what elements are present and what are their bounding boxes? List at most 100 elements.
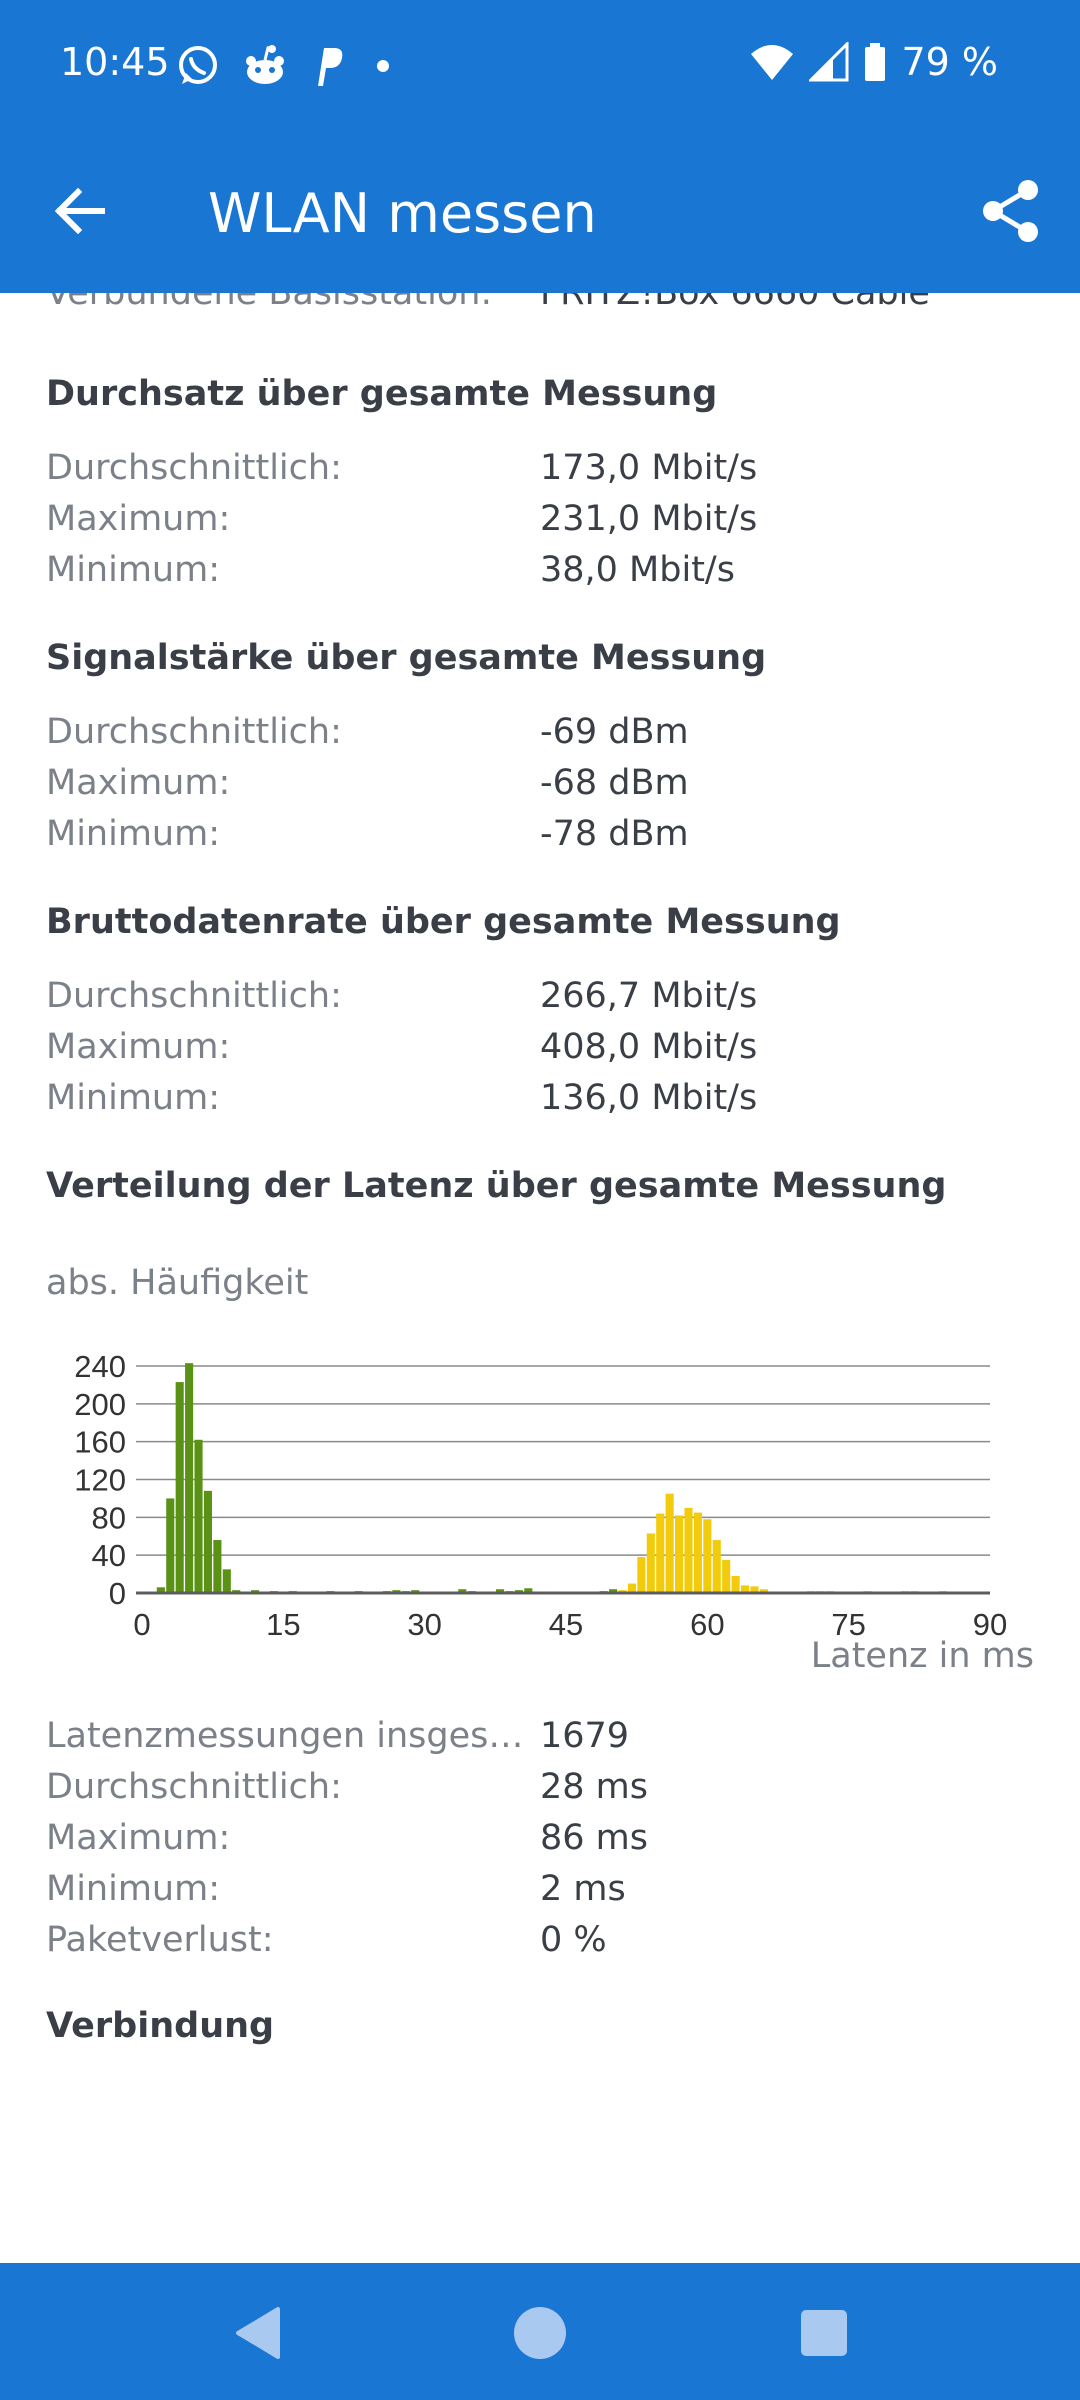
row-value: 38,0 Mbit/s (540, 550, 735, 590)
arrow-left-icon[interactable] (46, 176, 116, 246)
histogram-bar (627, 1583, 637, 1593)
histogram-bar (646, 1533, 655, 1593)
row-label: Minimum: (46, 1078, 220, 1118)
y-tick-label: 120 (74, 1463, 126, 1498)
histogram-bar (675, 1515, 684, 1593)
y-tick-label: 80 (92, 1500, 126, 1535)
row-value: FRITZ!Box 6660 Cable (540, 293, 930, 313)
latenz-stats-row: Minimum: 2 ms (46, 1869, 1036, 1919)
row-label: Minimum: (46, 1869, 220, 1909)
row-value: -78 dBm (540, 814, 689, 854)
share-icon[interactable] (976, 176, 1046, 246)
notification-icons (176, 44, 398, 88)
status-time: 10:45 (60, 40, 170, 84)
recents-square-icon[interactable] (794, 2303, 854, 2363)
latenz-stats-row: Maximum: 86 ms (46, 1818, 1036, 1868)
row-label: Verbundene Basisstation: (46, 293, 493, 313)
page-title: WLAN messen (208, 182, 597, 245)
x-tick-label: 45 (549, 1607, 583, 1642)
histogram-bar (740, 1585, 750, 1593)
durchsatz-row: Maximum: 231,0 Mbit/s (46, 499, 1036, 549)
partial-row-basestation: Verbundene Basisstation: FRITZ!Box 6660 … (46, 293, 930, 313)
durchsatz-row: Minimum: 38,0 Mbit/s (46, 550, 1036, 600)
latenz-stats-row: Latenzmessungen insges… 1679 (46, 1716, 1036, 1766)
x-tick-label: 60 (690, 1607, 724, 1642)
row-label: Maximum: (46, 499, 231, 539)
histogram-bar (166, 1498, 175, 1593)
histogram-bar (222, 1569, 231, 1593)
y-tick-label: 200 (74, 1387, 126, 1422)
system-icons: 79 % (749, 40, 998, 84)
row-value: 28 ms (540, 1767, 648, 1807)
row-value: 266,7 Mbit/s (540, 976, 758, 1016)
section-title-verbindung: Verbindung (46, 2006, 275, 2046)
histogram-bar (156, 1587, 165, 1593)
row-value: 86 ms (540, 1818, 648, 1858)
histogram-bar (175, 1382, 184, 1593)
section-title-signal: Signalstärke über gesamte Messung (46, 638, 767, 678)
signal-row: Minimum: -78 dBm (46, 814, 1036, 864)
y-tick-label: 0 (109, 1576, 126, 1611)
brutto-row: Minimum: 136,0 Mbit/s (46, 1078, 1036, 1128)
signal-row: Durchschnittlich: -69 dBm (46, 712, 1036, 762)
row-value: 136,0 Mbit/s (540, 1078, 758, 1118)
row-value: -69 dBm (540, 712, 689, 752)
wifi-icon (751, 45, 794, 80)
latenz-stats-row: Paketverlust: 0 % (46, 1920, 1036, 1970)
chart-y-axis-title: abs. Häufigkeit (46, 1263, 309, 1303)
histogram-bar (759, 1589, 768, 1593)
home-circle-icon[interactable] (510, 2303, 570, 2363)
dot-icon (377, 60, 389, 72)
measurement-results[interactable]: Verbundene Basisstation: FRITZ!Box 6660 … (0, 293, 1080, 2263)
row-label: Maximum: (46, 1027, 231, 1067)
histogram-bar (609, 1589, 618, 1593)
histogram-bar (722, 1559, 731, 1593)
histogram-bar (750, 1586, 759, 1593)
histogram-bar (213, 1540, 222, 1593)
row-value: -68 dBm (540, 763, 689, 803)
row-label: Minimum: (46, 550, 220, 590)
row-label: Latenzmessungen insges… (46, 1716, 524, 1756)
battery-percent: 79 % (901, 40, 998, 84)
row-label: Durchschnittlich: (46, 712, 342, 752)
row-value: 231,0 Mbit/s (540, 499, 758, 539)
brutto-row: Durchschnittlich: 266,7 Mbit/s (46, 976, 1036, 1026)
row-value: 408,0 Mbit/s (540, 1027, 758, 1067)
y-tick-label: 240 (74, 1349, 126, 1384)
histogram-bar (665, 1493, 674, 1593)
section-title-durchsatz: Durchsatz über gesamte Messung (46, 374, 718, 414)
histogram-bar (458, 1589, 467, 1593)
x-tick-label: 0 (133, 1607, 150, 1642)
paypal-icon (318, 48, 343, 86)
histogram-bar (637, 1557, 646, 1593)
battery-icon (865, 43, 886, 81)
latenz-stats-row: Durchschnittlich: 28 ms (46, 1767, 1036, 1817)
histogram-bar (203, 1490, 213, 1593)
y-tick-label: 160 (74, 1425, 126, 1460)
section-title-latenz: Verteilung der Latenz über gesamte Messu… (46, 1166, 947, 1206)
row-label: Maximum: (46, 763, 231, 803)
histogram-bar (712, 1540, 721, 1593)
row-value: 1679 (540, 1716, 630, 1756)
row-value: 173,0 Mbit/s (540, 448, 758, 488)
histogram-bar (524, 1588, 533, 1593)
histogram-bar (731, 1575, 740, 1593)
histogram-bar (703, 1519, 712, 1593)
y-tick-label: 40 (92, 1538, 126, 1573)
row-label: Durchschnittlich: (46, 976, 342, 1016)
histogram-bar (693, 1512, 702, 1593)
histogram-bar (684, 1507, 693, 1593)
row-label: Maximum: (46, 1818, 231, 1858)
row-label: Paketverlust: (46, 1920, 274, 1960)
reddit-icon (246, 45, 284, 84)
durchsatz-row: Durchschnittlich: 173,0 Mbit/s (46, 448, 1036, 498)
cell-signal-icon (809, 42, 849, 82)
back-triangle-icon[interactable] (230, 2303, 290, 2363)
histogram-bar (495, 1589, 505, 1593)
whatsapp-icon (179, 46, 217, 84)
x-tick-label: 15 (266, 1607, 300, 1642)
brutto-row: Maximum: 408,0 Mbit/s (46, 1027, 1036, 1077)
row-label: Minimum: (46, 814, 220, 854)
system-nav-bar (0, 2263, 1080, 2400)
